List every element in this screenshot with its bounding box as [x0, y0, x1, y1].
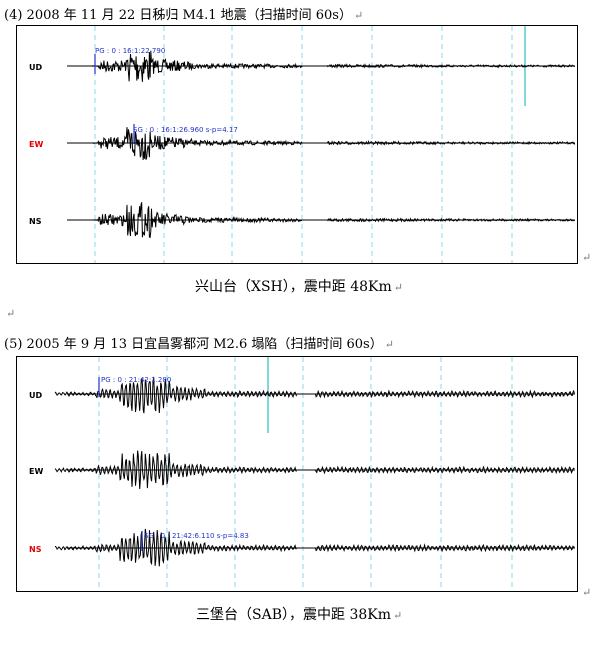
figure-5-seismogram: UD EW NS PG : 0 : 21:42:1.280 SG : 0 : 21:42… [29, 357, 575, 591]
figure-5-caption: 三堡台（SAB），震中距 38Km ↵ [196, 604, 402, 624]
channel-label-ns: NS [29, 217, 42, 226]
empty-paragraph-mark: ↵ [4, 306, 15, 321]
figure-4-caption-text: 兴山台（XSH），震中距 48Km [195, 279, 392, 295]
paragraph-mark: ↵ [393, 281, 403, 294]
figure-5-caption-text: 三堡台（SAB），震中距 38Km [196, 607, 391, 623]
seismic-trace-ud [54, 376, 575, 414]
figure-5-heading-text: (5) 2005 年 9 月 13 日宜昌雾都河 M2.6 塌陷（扫描时间 60… [4, 337, 383, 352]
channel-label-ns: NS [29, 545, 42, 554]
figure-4-seismogram: UD EW NS PG : 0 : 16:1:22.790 SG : 0 : 16:1:… [29, 26, 576, 263]
phase-pick-label: SG : 0 : 21:42:6.110 s-p=4.83 [144, 532, 249, 540]
channel-label-ud: UD [29, 391, 42, 400]
phase-pick-label: PG : 0 : 21:42:1.280 [101, 376, 171, 384]
phase-pick-label: SG : 0 : 16:1:26.960 s-p=4.17 [133, 126, 238, 134]
paragraph-mark: ↵ [353, 9, 364, 22]
figure-4-paragraph-mark: ↵ [580, 250, 591, 265]
figure-4-caption: 兴山台（XSH），震中距 48Km ↵ [195, 276, 403, 296]
seismic-trace-ns [55, 528, 575, 567]
channel-label-ew: EW [29, 140, 43, 149]
figure-5-paragraph-mark: ↵ [580, 585, 591, 600]
seismic-trace-ew [91, 127, 575, 161]
seismic-trace-ns [91, 202, 576, 239]
seismic-trace-ew [54, 450, 575, 490]
figure-4-heading: (4) 2008 年 11 月 22 日秭归 M4.1 地震（扫描时间 60s）… [4, 4, 363, 23]
channel-label-ew: EW [29, 467, 43, 476]
paragraph-mark: ↵ [393, 609, 403, 622]
paragraph-mark: ↵ [6, 307, 16, 320]
phase-pick-label: PG : 0 : 16:1:22.790 [95, 47, 165, 55]
paragraph-mark: ↵ [384, 338, 394, 351]
seismic-trace-ud [91, 50, 576, 82]
channel-label-ud: UD [29, 63, 42, 72]
figure-4-seismogram-panel: UD EW NS PG : 0 : 16:1:22.790 SG : 0 : 16:1:… [16, 25, 578, 264]
paragraph-mark: ↵ [582, 586, 592, 599]
paragraph-mark: ↵ [582, 251, 592, 264]
figure-4-heading-text: (4) 2008 年 11 月 22 日秭归 M4.1 地震（扫描时间 60s） [4, 8, 352, 23]
figure-5-heading: (5) 2005 年 9 月 13 日宜昌雾都河 M2.6 塌陷（扫描时间 60… [4, 333, 394, 352]
figure-5-seismogram-panel: UD EW NS PG : 0 : 21:42:1.280 SG : 0 : 21:42… [16, 356, 578, 592]
